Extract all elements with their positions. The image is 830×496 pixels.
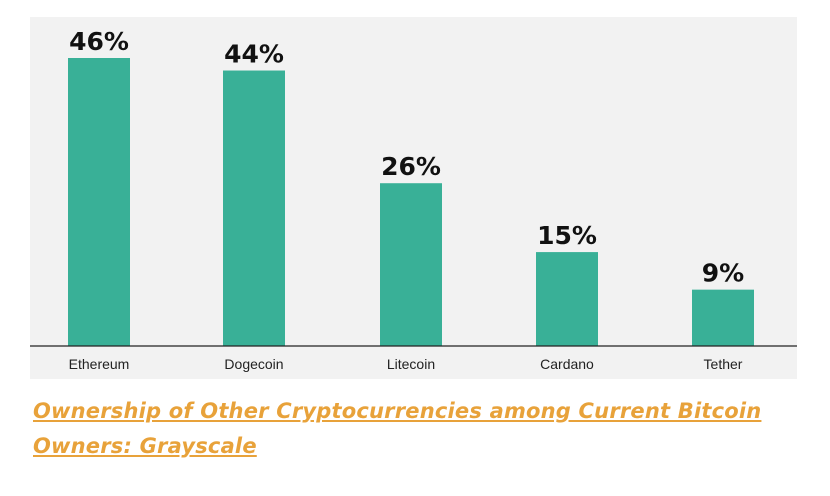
category-label-ethereum: Ethereum — [69, 356, 130, 372]
bar-ethereum — [68, 58, 130, 346]
bars-layer — [68, 58, 754, 347]
bar-chart: 46% 44% 26% 15% 9% Ethereum Dogecoin Litecoin C… — [30, 27, 797, 372]
bar-cardano — [536, 252, 598, 346]
category-label-cardano: Cardano — [540, 356, 594, 372]
category-label-litecoin: Litecoin — [387, 356, 435, 372]
value-label-tether: 9% — [702, 259, 744, 288]
value-label-dogecoin: 44% — [224, 40, 284, 69]
value-labels-layer: 46% 44% 26% 15% 9% — [69, 27, 744, 288]
value-label-cardano: 15% — [537, 221, 597, 250]
category-label-dogecoin: Dogecoin — [224, 356, 283, 372]
category-label-tether: Tether — [704, 356, 743, 372]
bar-tether — [692, 289, 754, 346]
chart-caption-link[interactable]: Ownership of Other Cryptocurrencies amon… — [33, 399, 762, 458]
bar-dogecoin — [223, 70, 285, 347]
bar-litecoin — [380, 183, 442, 346]
category-labels-layer: Ethereum Dogecoin Litecoin Cardano Tether — [69, 356, 743, 372]
value-label-litecoin: 26% — [381, 152, 441, 181]
value-label-ethereum: 46% — [69, 27, 129, 56]
